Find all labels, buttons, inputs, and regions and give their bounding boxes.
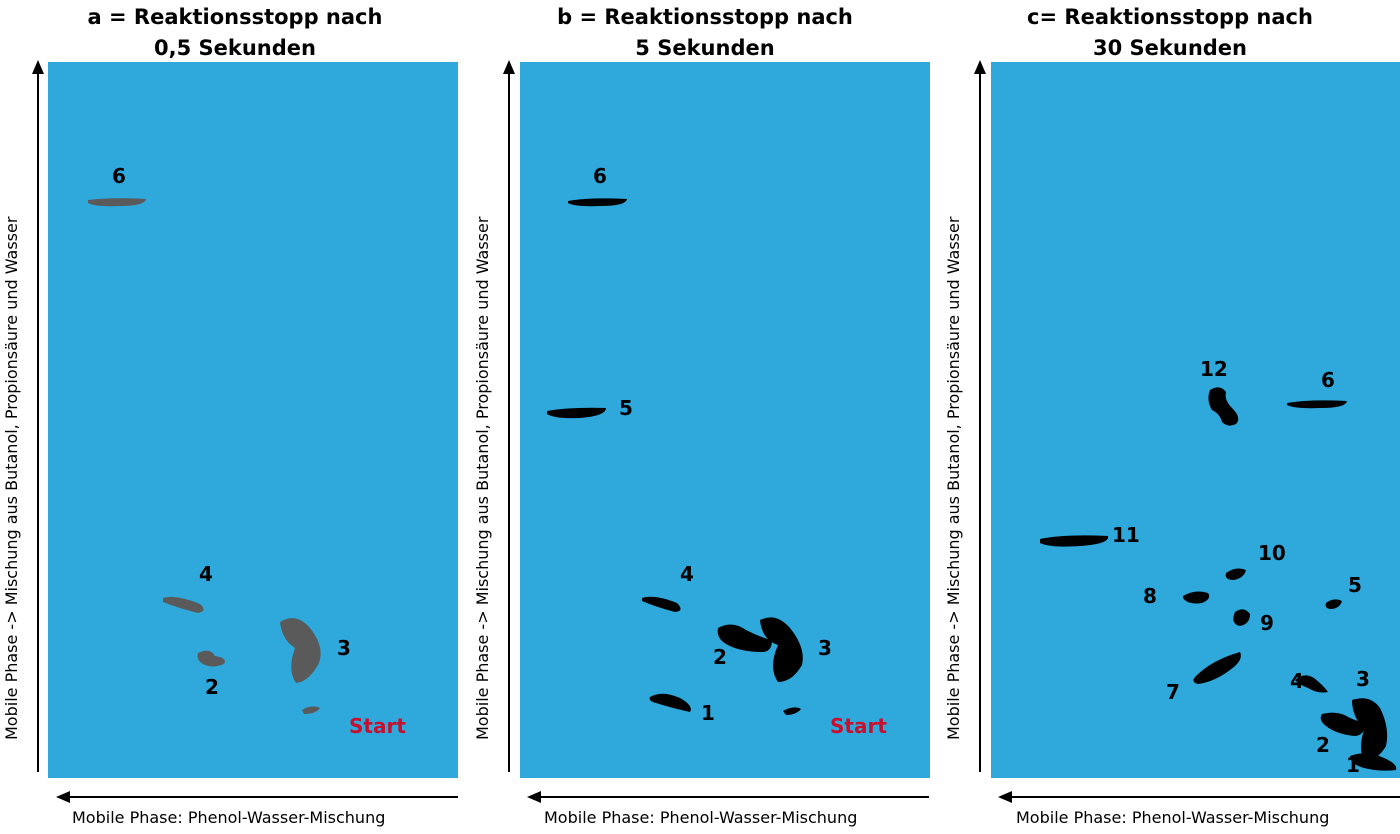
spot-10 xyxy=(1225,568,1246,580)
panel-c-spots: 12 6 11 10 8 9 5 7 4 3 2 1 xyxy=(1040,357,1397,777)
spot-4 xyxy=(163,596,204,613)
panel-a-title-line2: 0,5 Sekunden xyxy=(154,36,316,60)
panel-c-label-11: 11 xyxy=(1112,523,1140,547)
spot-2 xyxy=(1320,712,1366,736)
panel-c-title: c= Reaktionsstopp nach 30 Sekunden xyxy=(940,2,1400,64)
panel-a-label-4: 4 xyxy=(199,562,213,586)
panel-c-plate xyxy=(991,62,1400,778)
panel-a-title-line1: a = Reaktionsstopp nach xyxy=(87,5,383,29)
panel-b-label-2: 2 xyxy=(713,645,727,669)
panel-b-x-axis-arrow xyxy=(527,791,929,803)
spot-1 xyxy=(649,693,691,712)
spot-start xyxy=(783,707,801,715)
spot-6 xyxy=(1287,400,1347,409)
panel-c-label-4: 4 xyxy=(1290,669,1304,693)
panel-b-label-6: 6 xyxy=(593,164,607,188)
spot-4 xyxy=(642,596,681,612)
panel-a-plate xyxy=(48,62,458,778)
panel-c-x-axis-arrow xyxy=(998,791,1400,803)
panel-b-y-axis-arrow xyxy=(503,60,515,772)
spot-8 xyxy=(1183,591,1210,604)
panel-b-title-line2: 5 Sekunden xyxy=(635,36,775,60)
spot-6 xyxy=(568,198,627,207)
spot-11 xyxy=(1040,535,1109,547)
panel-b-label-1: 1 xyxy=(701,701,715,725)
panel-b-spots: 6 5 4 3 2 1 Start xyxy=(547,164,887,738)
spot-12 xyxy=(1208,387,1239,426)
spot-2 xyxy=(197,650,225,667)
panel-a-label-2: 2 xyxy=(205,675,219,699)
spot-5 xyxy=(547,407,606,419)
spot-5 xyxy=(1325,599,1342,609)
panel-a-label-6: 6 xyxy=(112,164,126,188)
spot-9 xyxy=(1233,609,1250,626)
panel-a-x-axis-arrow xyxy=(56,791,458,803)
panel-b-title-line1: b = Reaktionsstopp nach xyxy=(557,5,853,29)
panel-b-start-label: Start xyxy=(830,714,887,738)
panel-b: b = Reaktionsstopp nach 5 Sekunden Mobil… xyxy=(470,0,940,834)
panel-a-title: a = Reaktionsstopp nach 0,5 Sekunden xyxy=(0,2,470,64)
spot-7 xyxy=(1193,652,1241,684)
spot-4 xyxy=(1295,675,1328,693)
panel-c-label-1: 1 xyxy=(1346,753,1360,777)
panel-c-label-12: 12 xyxy=(1200,357,1228,381)
panel-c-label-2: 2 xyxy=(1316,733,1330,757)
panel-a-label-3: 3 xyxy=(337,636,351,660)
panel-c-x-axis-label: Mobile Phase: Phenol-Wasser-Mischung xyxy=(1016,808,1330,827)
spot-3 xyxy=(280,618,321,683)
panel-b-label-3: 3 xyxy=(818,636,832,660)
panel-a-spots: 6 4 3 2 Start xyxy=(88,164,406,738)
spot-1 xyxy=(1350,753,1397,771)
panel-b-x-axis-label: Mobile Phase: Phenol-Wasser-Mischung xyxy=(544,808,858,827)
panel-c-title-line1: c= Reaktionsstopp nach xyxy=(1027,5,1313,29)
spot-3 xyxy=(1352,698,1388,762)
panel-c-label-5: 5 xyxy=(1348,573,1362,597)
panel-c-label-10: 10 xyxy=(1258,541,1286,565)
panel-a-x-axis-label: Mobile Phase: Phenol-Wasser-Mischung xyxy=(72,808,386,827)
spot-3 xyxy=(760,617,803,682)
panel-a-start-label: Start xyxy=(349,714,406,738)
panel-c-label-7: 7 xyxy=(1166,680,1180,704)
panel-c-label-3: 3 xyxy=(1356,667,1370,691)
spot-6 xyxy=(88,198,146,207)
panel-c-label-6: 6 xyxy=(1321,368,1335,392)
panel-c-label-8: 8 xyxy=(1143,584,1157,608)
spot-2 xyxy=(717,624,772,652)
panel-b-title: b = Reaktionsstopp nach 5 Sekunden xyxy=(470,2,940,64)
panel-b-plate xyxy=(520,62,930,778)
panel-b-label-5: 5 xyxy=(619,396,633,420)
panel-c-title-line2: 30 Sekunden xyxy=(1093,36,1247,60)
panel-a-y-axis-arrow xyxy=(32,60,44,772)
panel-c-label-9: 9 xyxy=(1260,611,1274,635)
panel-a: a = Reaktionsstopp nach 0,5 Sekunden Mob… xyxy=(0,0,470,834)
panel-b-label-4: 4 xyxy=(680,562,694,586)
panel-c: c= Reaktionsstopp nach 30 Sekunden Mobil… xyxy=(940,0,1400,834)
spot-start xyxy=(302,706,320,714)
panel-c-y-axis-arrow xyxy=(974,60,986,772)
